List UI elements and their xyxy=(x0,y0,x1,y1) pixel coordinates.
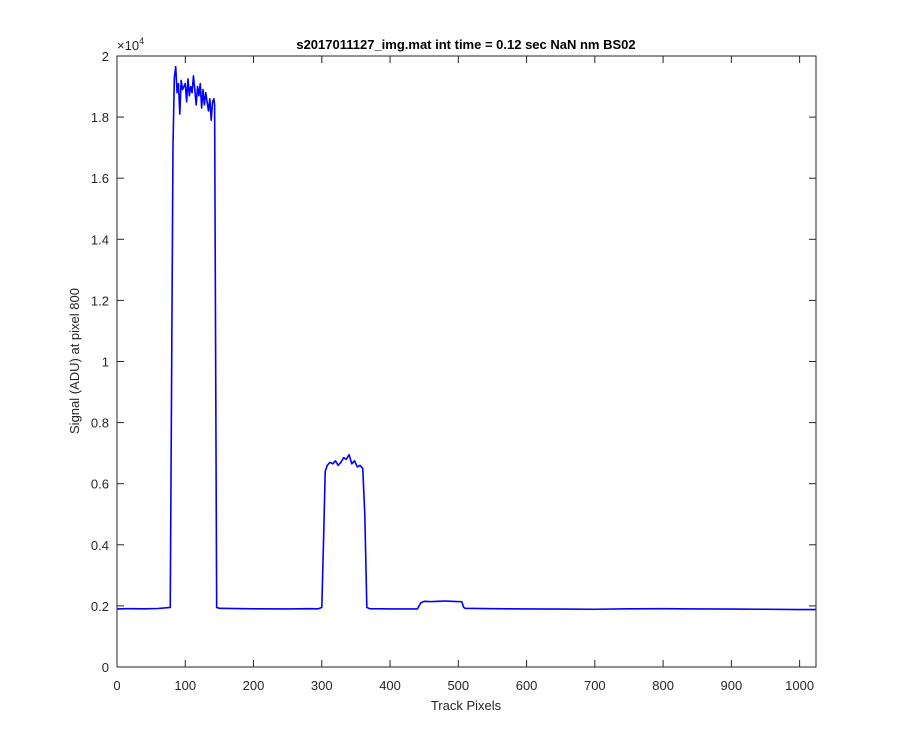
y-tick-label: 1.8 xyxy=(91,110,109,125)
x-tick-label: 200 xyxy=(243,678,265,693)
x-tick-label: 400 xyxy=(379,678,401,693)
y-tick-label: 0 xyxy=(102,660,109,675)
y-tick-label: 0.2 xyxy=(91,599,109,614)
y-tick-label: 2 xyxy=(102,49,109,64)
x-tick-label: 700 xyxy=(584,678,606,693)
series-layer xyxy=(116,65,816,611)
y-axis-label: Signal (ADU) at pixel 800 xyxy=(67,288,82,434)
y-tick-label: 0.4 xyxy=(91,538,109,553)
y-tick-label: 1 xyxy=(102,355,109,370)
x-tick-label: 500 xyxy=(447,678,469,693)
y-tick-label: 1.2 xyxy=(91,293,109,308)
x-axis-label: Track Pixels xyxy=(431,698,502,713)
x-tick-label: 300 xyxy=(311,678,333,693)
y-axis-exponent: ×104 xyxy=(117,36,144,53)
plot-area xyxy=(117,56,816,667)
y-tick-label: 1.6 xyxy=(91,171,109,186)
x-tick-label: 900 xyxy=(721,678,743,693)
y-exponent-power: 4 xyxy=(139,36,144,46)
x-tick-label: 600 xyxy=(516,678,538,693)
tick-labels: 0 100 200 300 400 500 600 700 800 900 1000 0 0.2 0.4 0… xyxy=(91,49,814,693)
axes-box xyxy=(116,55,817,668)
x-tick-label: 800 xyxy=(652,678,674,693)
series-line xyxy=(116,65,816,611)
y-exponent-base: ×10 xyxy=(117,38,139,53)
y-tick-label: 0.8 xyxy=(91,416,109,431)
x-tick-label: 0 xyxy=(113,678,120,693)
x-tick-label: 1000 xyxy=(785,678,814,693)
x-tick-label: 100 xyxy=(174,678,196,693)
y-tick-label: 1.4 xyxy=(91,232,109,247)
y-tick-label: 0.6 xyxy=(91,477,109,492)
chart-title: s2017011127_img.mat int time = 0.12 sec … xyxy=(296,37,635,52)
